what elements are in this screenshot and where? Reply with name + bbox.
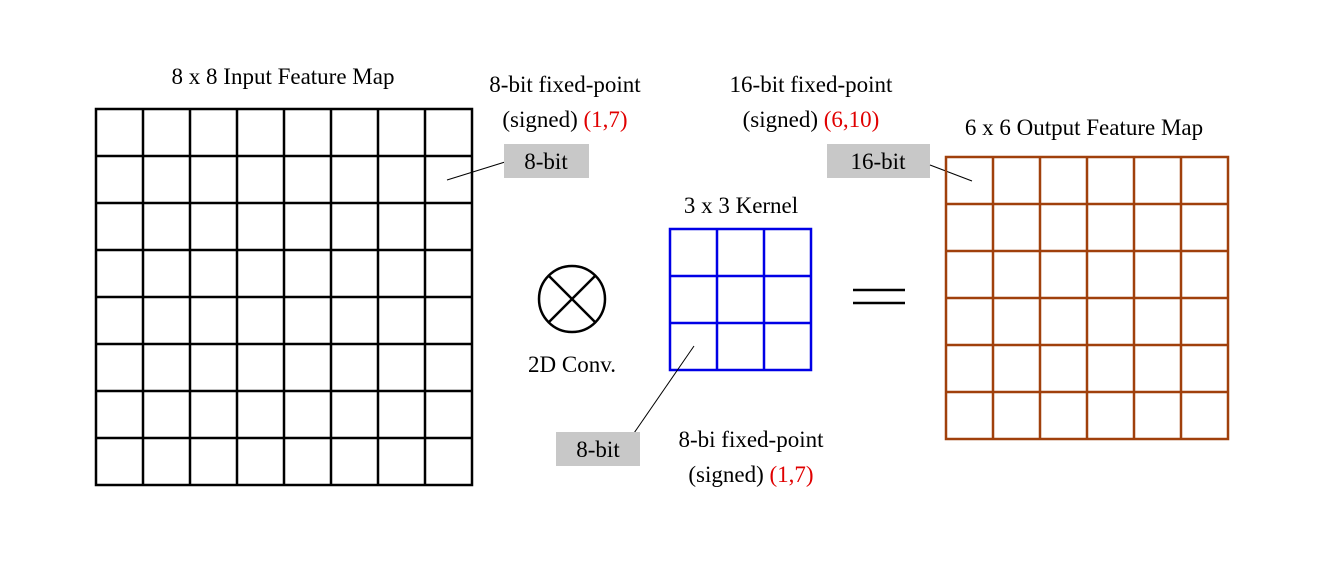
input-bit-tag: 8-bit bbox=[524, 149, 568, 174]
input-tag-leader bbox=[446, 161, 506, 181]
output-tag-leader bbox=[929, 164, 973, 182]
output-format-value: (6,10) bbox=[824, 107, 880, 132]
kernel-bit-tag: 8-bit bbox=[576, 437, 620, 462]
kernel-grid-frame bbox=[668, 227, 813, 372]
output-feature-map-grid bbox=[944, 155, 1230, 441]
output-format-line1: 16-bit fixed-point bbox=[730, 72, 893, 97]
operator-label: 2D Conv. bbox=[528, 352, 616, 377]
kernel-format-value: (1,7) bbox=[770, 462, 814, 487]
output-format-prefix: (signed) bbox=[743, 107, 824, 132]
output-bit-tag: 16-bit bbox=[851, 149, 907, 174]
output-map-title: 6 x 6 Output Feature Map bbox=[965, 115, 1203, 140]
kernel-format-line1: 8-bi fixed-point bbox=[679, 427, 825, 452]
kernel-grid bbox=[668, 227, 813, 372]
output-bit-tag-box bbox=[827, 144, 930, 178]
input-format-line1: 8-bit fixed-point bbox=[489, 72, 641, 97]
input-feature-map-grid bbox=[94, 107, 474, 487]
input-format-prefix: (signed) bbox=[502, 107, 583, 132]
kernel-format-prefix: (signed) bbox=[688, 462, 769, 487]
circled-times-icon bbox=[537, 264, 607, 334]
circled-times-icon-stroke-b bbox=[548, 275, 596, 323]
kernel-tag-leader bbox=[631, 345, 695, 437]
input-map-title: 8 x 8 Input Feature Map bbox=[172, 64, 395, 89]
output-format-line2: (signed) (6,10) bbox=[743, 107, 880, 132]
kernel-format-line2: (signed) (1,7) bbox=[688, 462, 813, 487]
kernel-title: 3 x 3 Kernel bbox=[684, 193, 798, 218]
input-bit-tag-box bbox=[504, 144, 589, 178]
input-format-value: (1,7) bbox=[584, 107, 628, 132]
kernel-bit-tag-box bbox=[556, 432, 640, 466]
input-format-line2: (signed) (1,7) bbox=[502, 107, 627, 132]
